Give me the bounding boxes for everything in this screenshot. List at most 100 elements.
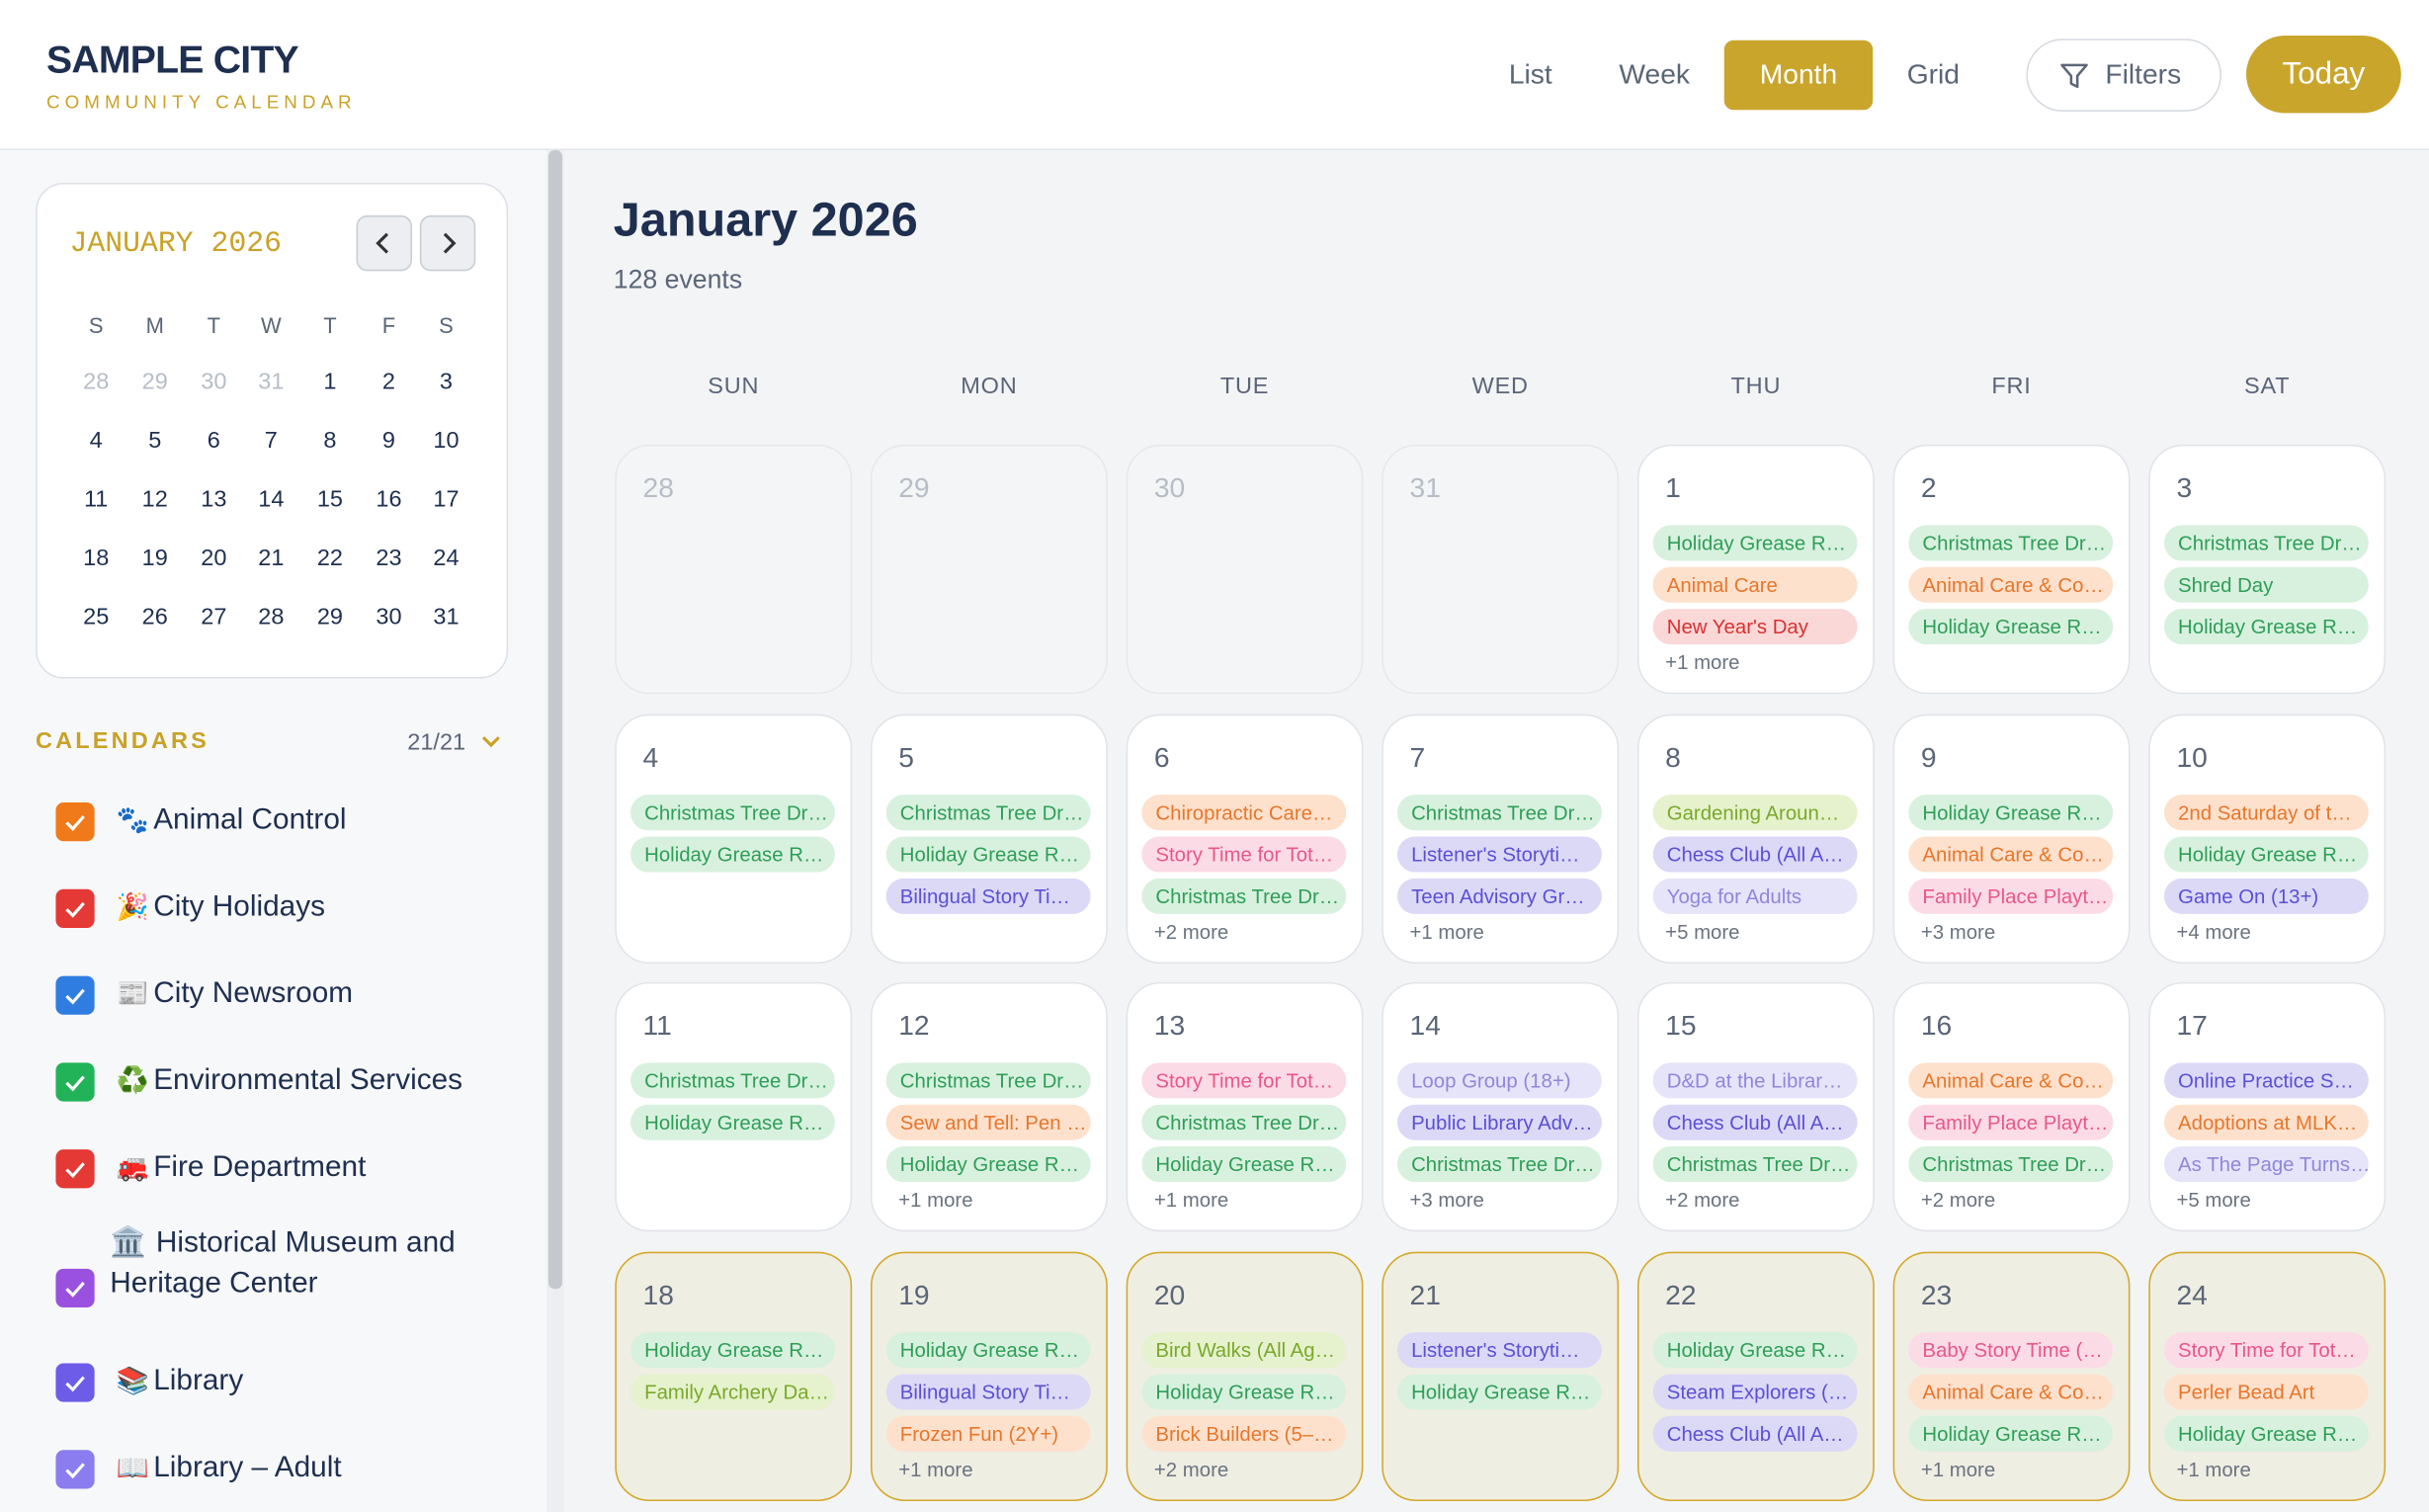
day-cell[interactable]: 24 Story Time for Tot… Perler Bead Art Holi… — [2148, 1250, 2387, 1501]
day-cell[interactable]: 30 — [1126, 444, 1364, 695]
day-cell[interactable]: 28 — [615, 444, 853, 695]
event-chip[interactable]: Online Practice S… — [2163, 1062, 2369, 1099]
mini-day[interactable]: 8 — [323, 427, 337, 455]
calendar-checkbox[interactable] — [55, 1450, 95, 1489]
event-chip[interactable]: Holiday Grease R… — [885, 1331, 1091, 1368]
mini-day[interactable]: 31 — [433, 604, 460, 631]
more-link[interactable]: +3 more — [1409, 1188, 1484, 1212]
collapse-chevron[interactable] — [478, 729, 503, 754]
mini-day[interactable]: 2 — [381, 369, 396, 395]
view-button[interactable]: Grid — [1906, 58, 1961, 90]
event-chip[interactable]: Yoga for Adults — [1652, 878, 1858, 914]
calendar-item[interactable]: ♻️ Environmental Services — [0, 1061, 546, 1148]
mini-day[interactable]: 23 — [376, 545, 402, 572]
event-chip[interactable]: Holiday Grease R… — [1652, 1331, 1858, 1368]
event-chip[interactable]: Holiday Grease R… — [1141, 1373, 1347, 1409]
event-chip[interactable]: Holiday Grease R… — [2163, 609, 2369, 645]
calendar-checkbox[interactable] — [55, 1363, 95, 1402]
more-link[interactable]: +2 more — [1665, 1188, 1740, 1212]
mini-day[interactable]: 11 — [83, 486, 109, 513]
mini-day[interactable]: 17 — [433, 486, 460, 513]
prev-button[interactable] — [356, 214, 412, 272]
calendar-item[interactable]: 📰 City Newsroom — [0, 974, 546, 1061]
day-cell[interactable]: 8 Gardening Aroun… Chess Club (All A… Yoga … — [1636, 713, 1875, 964]
event-chip[interactable]: Public Library Adv… — [1396, 1104, 1602, 1140]
day-cell[interactable]: 22 Holiday Grease R… Steam Explorers (… Che… — [1636, 1250, 1875, 1501]
day-cell[interactable]: 13 Story Time for Tot… Christmas Tree Dr… H… — [1126, 981, 1364, 1232]
day-cell[interactable]: 5 Christmas Tree Dr… Holiday Grease R… Bili… — [870, 713, 1108, 964]
event-chip[interactable]: Holiday Grease R… — [885, 1146, 1091, 1183]
mini-day[interactable]: 30 — [376, 604, 402, 631]
mini-day[interactable]: 29 — [141, 369, 168, 395]
event-chip[interactable]: Holiday Grease R… — [1141, 1146, 1347, 1183]
event-chip[interactable]: Holiday Grease R… — [630, 1104, 835, 1140]
mini-day[interactable]: 30 — [201, 369, 227, 395]
calendar-checkbox[interactable] — [55, 888, 95, 928]
more-link[interactable]: +1 more — [898, 1188, 973, 1212]
calendar-checkbox[interactable] — [55, 1062, 95, 1102]
event-chip[interactable]: Animal Care & Co… — [1908, 566, 2114, 603]
more-link[interactable]: +1 more — [1409, 919, 1484, 943]
more-link[interactable]: +2 more — [1153, 1457, 1229, 1480]
event-chip[interactable]: Christmas Tree Dr… — [885, 1062, 1091, 1099]
event-chip[interactable]: Listener's Storyti… — [1396, 1331, 1602, 1368]
mini-day[interactable]: 24 — [433, 545, 460, 572]
mini-day[interactable]: 7 — [264, 427, 278, 455]
day-cell[interactable]: 2 Christmas Tree Dr… Animal Care & Co… Holi… — [1892, 444, 2131, 695]
more-link[interactable]: +4 more — [2176, 919, 2251, 943]
calendar-item[interactable]: 📖 Library – Adult — [0, 1449, 546, 1512]
mini-day[interactable]: 28 — [83, 369, 110, 395]
event-chip[interactable]: New Year's Day — [1652, 609, 1858, 645]
mini-day[interactable]: 22 — [316, 545, 343, 572]
day-cell[interactable]: 14 Loop Group (18+) Public Library Adv… Chr… — [1382, 981, 1620, 1232]
event-chip[interactable]: Frozen Fun (2Y+) — [885, 1415, 1091, 1452]
event-chip[interactable]: Loop Group (18+) — [1396, 1062, 1602, 1099]
more-link[interactable]: +2 more — [1920, 1188, 1996, 1212]
more-link[interactable]: +5 more — [2176, 1188, 2251, 1212]
filters-button[interactable]: Filters — [2026, 39, 2221, 112]
event-chip[interactable]: Game On (13+) — [2163, 878, 2369, 914]
mini-day[interactable]: 1 — [323, 369, 337, 395]
event-chip[interactable]: D&D at the Librar… — [1652, 1062, 1858, 1099]
event-chip[interactable]: Christmas Tree Dr… — [1141, 878, 1347, 914]
more-link[interactable]: +3 more — [1920, 919, 1996, 943]
calendar-item[interactable]: 🏛️ Historical Museum and Heritage Center — [0, 1227, 546, 1358]
calendar-checkbox[interactable] — [55, 1149, 95, 1189]
mini-day[interactable]: 18 — [83, 545, 110, 572]
mini-day[interactable]: 28 — [258, 604, 285, 631]
day-cell[interactable]: 6 Chiropractic Care… Story Time for Tot… Ch… — [1126, 713, 1364, 964]
event-chip[interactable]: Holiday Grease R… — [1652, 525, 1858, 561]
event-chip[interactable]: Chiropractic Care… — [1141, 794, 1347, 830]
event-chip[interactable]: Bird Walks (All Ag… — [1141, 1331, 1347, 1368]
event-chip[interactable]: Teen Advisory Gr… — [1396, 878, 1602, 914]
day-cell[interactable]: 4 Christmas Tree Dr… Holiday Grease R… — [615, 713, 853, 964]
event-chip[interactable]: Christmas Tree Dr… — [2163, 525, 2369, 561]
event-chip[interactable]: Holiday Grease R… — [630, 835, 835, 872]
event-chip[interactable]: Family Place Playt… — [1908, 878, 2114, 914]
day-cell[interactable]: 11 Christmas Tree Dr… Holiday Grease R… — [615, 981, 853, 1232]
mini-day[interactable]: 5 — [148, 427, 162, 455]
scroll-thumb[interactable] — [547, 150, 563, 1290]
event-chip[interactable]: Family Place Playt… — [1908, 1104, 2114, 1140]
day-cell[interactable]: 9 Holiday Grease R… Animal Care & Co… Famil… — [1892, 713, 2131, 964]
mini-day[interactable]: 6 — [207, 427, 220, 455]
mini-day[interactable]: 27 — [201, 604, 227, 631]
view-button[interactable]: Month — [1723, 40, 1874, 111]
event-chip[interactable]: As The Page Turns… — [2163, 1146, 2369, 1183]
event-chip[interactable]: Perler Bead Art — [2163, 1373, 2369, 1409]
calendar-item[interactable]: 🚒 Fire Department — [0, 1148, 546, 1235]
event-chip[interactable]: Christmas Tree Dr… — [630, 1062, 835, 1099]
mini-day[interactable]: 15 — [316, 486, 343, 513]
more-link[interactable]: +1 more — [2176, 1457, 2251, 1480]
event-chip[interactable]: Animal Care — [1652, 566, 1858, 603]
event-chip[interactable]: Listener's Storyti… — [1396, 835, 1602, 872]
event-chip[interactable]: Christmas Tree Dr… — [885, 794, 1091, 830]
mini-day[interactable]: 20 — [201, 545, 227, 572]
calendar-checkbox[interactable] — [55, 975, 95, 1015]
view-button[interactable]: List — [1508, 58, 1552, 90]
more-link[interactable]: +1 more — [1920, 1457, 1996, 1480]
event-chip[interactable]: Chess Club (All A… — [1652, 835, 1858, 872]
day-cell[interactable]: 1 Holiday Grease R… Animal Care New Year's … — [1636, 444, 1875, 695]
event-chip[interactable]: Story Time for Tot… — [1141, 1062, 1347, 1099]
event-chip[interactable]: Holiday Grease R… — [2163, 1415, 2369, 1452]
